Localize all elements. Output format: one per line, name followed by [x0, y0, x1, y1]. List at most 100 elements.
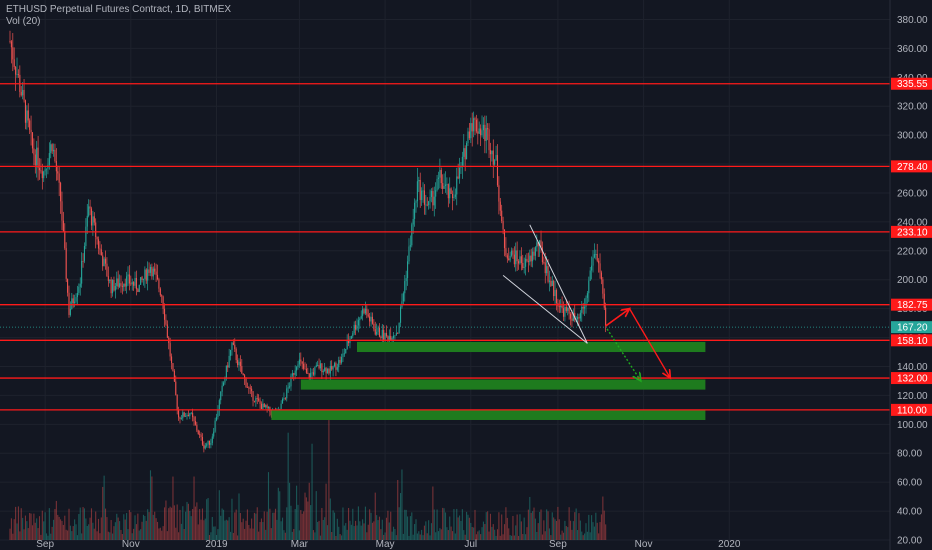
candle-body — [436, 178, 438, 191]
price-tick-label: 380.00 — [897, 15, 928, 26]
volume-bar — [298, 530, 300, 540]
volume-bar — [133, 528, 135, 540]
candle-body — [384, 333, 386, 340]
volume-bar — [416, 533, 418, 540]
candle-body — [57, 171, 59, 174]
volume-bar — [391, 531, 393, 540]
candle-body — [134, 277, 136, 286]
candle-body — [444, 184, 447, 187]
volume-bar — [171, 507, 173, 540]
candle-body — [346, 340, 348, 350]
candle-body — [367, 314, 369, 317]
volume-bar — [258, 531, 260, 540]
volume-bar — [54, 509, 56, 540]
candle-body — [180, 418, 182, 420]
volume-bar — [24, 515, 27, 540]
candle-body — [210, 442, 212, 445]
candle-body — [230, 350, 232, 356]
candle-body — [286, 388, 288, 399]
volume-bar — [555, 520, 558, 540]
volume-bar — [395, 535, 397, 540]
volume-bar — [345, 523, 347, 540]
candle-body — [342, 353, 344, 358]
volume-bar — [534, 518, 536, 540]
volume-bar — [265, 529, 267, 540]
volume-bar — [598, 533, 600, 540]
volume-bar — [76, 535, 78, 540]
candle-body — [50, 144, 52, 154]
candle-body — [215, 417, 218, 421]
candle-body — [53, 149, 55, 152]
candle-body — [237, 360, 239, 366]
volume-bar — [506, 517, 508, 540]
volume-bar — [399, 493, 402, 540]
volume-bar — [425, 521, 427, 540]
candle-body — [103, 258, 105, 267]
volume-bar — [308, 482, 310, 540]
projection-arrow-segment — [605, 309, 630, 327]
time-axis[interactable]: Sep Nov 2019 Mar May Jul Sep Nov 2020 — [36, 539, 741, 550]
volume-bar — [488, 531, 490, 540]
candle-body — [281, 399, 284, 404]
volume-bar — [120, 529, 122, 540]
volume-bar — [241, 522, 243, 540]
candle-body — [598, 260, 600, 264]
candle-body — [29, 120, 31, 130]
candle-body — [492, 150, 494, 165]
candle-body — [244, 375, 246, 379]
candle-body — [428, 201, 430, 206]
volume-bar — [30, 513, 32, 540]
candle-body — [16, 74, 18, 75]
volume-bar — [17, 506, 19, 540]
volume-bar — [176, 504, 178, 540]
volume-bar — [510, 535, 513, 540]
volume-bar — [234, 512, 236, 540]
candle-body — [232, 342, 234, 345]
candle-body — [71, 298, 73, 309]
candle-body — [541, 247, 543, 263]
candle-body — [265, 405, 267, 408]
candle-body — [222, 382, 225, 386]
volume-bar — [501, 514, 503, 540]
volume-bar — [300, 510, 302, 540]
volume-bar — [491, 526, 493, 540]
candle-body — [467, 131, 469, 143]
volume-bar — [516, 514, 518, 540]
volume-bar — [340, 535, 343, 540]
price-tick-label: 220.00 — [897, 246, 928, 257]
candle-body — [392, 335, 395, 339]
candle-body — [260, 403, 263, 409]
candle-body — [390, 335, 392, 341]
candle-body — [207, 440, 209, 445]
volume-bar — [546, 509, 548, 540]
candle-body — [154, 268, 156, 272]
candle-body — [159, 288, 161, 296]
volume-bar — [187, 503, 189, 540]
volume-bar — [564, 520, 566, 540]
volume-bar — [329, 498, 331, 540]
candle-body — [551, 281, 553, 286]
volume-bar — [128, 509, 130, 540]
volume-bar — [277, 487, 279, 540]
candle-body — [67, 278, 69, 293]
candle-body — [294, 370, 296, 375]
volume-bar — [321, 508, 323, 540]
volume-bar — [482, 521, 484, 540]
candle-body — [581, 306, 583, 313]
volume-bar — [144, 516, 146, 540]
candle-body — [204, 445, 206, 449]
volume-bar — [532, 511, 534, 540]
volume-bar — [404, 509, 406, 540]
volume-indicator-label[interactable]: Vol (20) — [6, 16, 41, 27]
volume-bar — [558, 519, 560, 540]
candle-body — [526, 258, 528, 262]
candle-body — [43, 171, 45, 179]
candle-body — [249, 387, 251, 389]
symbol-title[interactable]: ETHUSD Perpetual Futures Contract, 1D, B… — [6, 4, 232, 15]
volume-bar — [29, 513, 31, 540]
volume-bar — [110, 520, 112, 540]
price-axis[interactable]: 20.00 40.00 60.00 80.00 100.00 120.00 140.00 16… — [889, 0, 932, 550]
volume-bar — [310, 505, 312, 540]
volume-bar — [180, 523, 182, 540]
